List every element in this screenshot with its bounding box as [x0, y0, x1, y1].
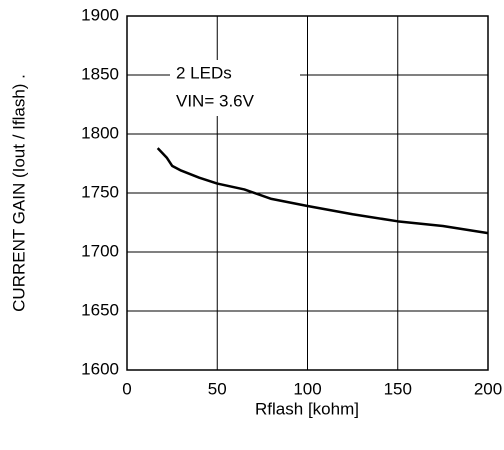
- annotation-box: [170, 60, 300, 116]
- x-tick-label: 200: [474, 379, 502, 398]
- x-axis-label: Rflash [kohm]: [255, 399, 359, 418]
- y-tick-label: 1650: [81, 300, 119, 319]
- y-tick-label: 1600: [81, 359, 119, 378]
- annotation: 2 LEDs: [176, 63, 232, 82]
- y-tick-label: 1850: [81, 64, 119, 83]
- x-tick-label: 0: [122, 379, 131, 398]
- x-tick-label: 150: [384, 379, 412, 398]
- y-tick-label: 1700: [81, 241, 119, 260]
- x-tick-label: 50: [208, 379, 227, 398]
- data-line: [156, 147, 489, 235]
- x-tick-label: 100: [293, 379, 321, 398]
- annotation: VIN= 3.6V: [176, 91, 255, 110]
- y-tick-label: 1900: [81, 5, 119, 24]
- y-tick-label: 1750: [81, 182, 119, 201]
- y-axis-label: CURRENT GAIN (Iout / Iflash) .: [9, 74, 28, 312]
- y-tick-label: 1800: [81, 123, 119, 142]
